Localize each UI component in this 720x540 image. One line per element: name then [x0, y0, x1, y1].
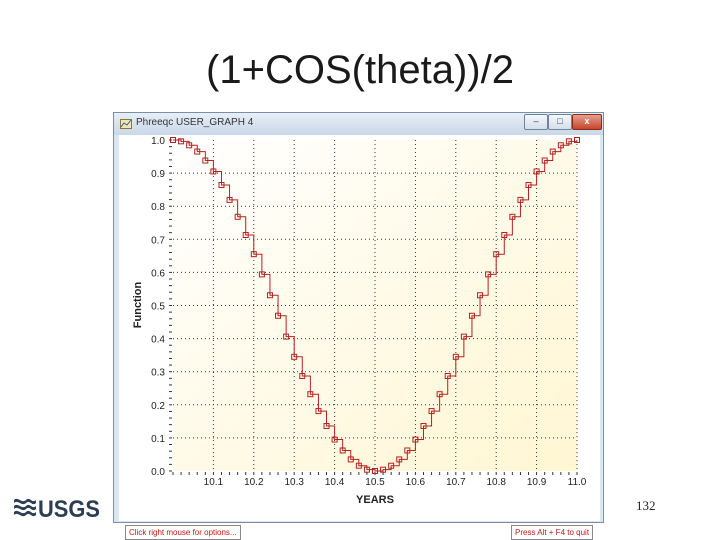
data-point-marker — [428, 408, 435, 415]
x-tick-label: 10.8 — [486, 477, 506, 488]
data-point-marker — [363, 466, 370, 473]
data-point-marker — [355, 462, 362, 469]
data-point-marker — [412, 436, 419, 443]
data-point-marker — [477, 292, 484, 299]
maximize-button[interactable]: □ — [548, 114, 572, 130]
function-chart: 10.1 10.2 10.3 10.4 10.5 10.6 10.7 10.8 10.9 11.0… — [132, 136, 587, 506]
data-point-marker — [525, 182, 532, 189]
data-point-marker — [517, 196, 524, 203]
data-point-marker — [485, 271, 492, 278]
data-point-marker — [234, 213, 241, 220]
data-point-marker — [541, 157, 548, 164]
data-point-marker — [509, 213, 516, 220]
x-tick-label: 10.7 — [446, 477, 466, 488]
data-point-marker — [549, 148, 556, 155]
x-tick-label: 11.0 — [568, 477, 587, 488]
svg-text:USGS: USGS — [38, 496, 100, 522]
y-tick-label: 0.0 — [151, 467, 165, 478]
status-right-click-hint: Click right mouse for options... — [125, 525, 241, 540]
data-point-marker — [202, 157, 209, 164]
data-point-marker — [420, 422, 427, 429]
data-point-marker — [380, 466, 387, 473]
data-point-marker — [436, 391, 443, 398]
y-tick-label: 0.3 — [151, 368, 165, 379]
y-tick-label: 0.2 — [151, 401, 165, 412]
data-point-marker — [388, 462, 395, 469]
data-point-marker — [323, 422, 330, 429]
data-point-marker — [565, 138, 572, 145]
y-tick-label: 0.9 — [151, 169, 165, 180]
maximize-icon: □ — [557, 116, 563, 126]
y-tick-label: 0.4 — [151, 335, 165, 346]
minimize-icon: – — [533, 116, 539, 126]
data-point-marker — [258, 271, 265, 278]
data-point-marker — [347, 456, 354, 463]
data-point-marker — [307, 391, 314, 398]
y-axis-label: Function — [132, 282, 144, 329]
data-point-marker — [266, 292, 273, 299]
data-point-marker — [372, 468, 378, 474]
data-point-marker — [452, 353, 459, 360]
data-point-marker — [396, 456, 403, 463]
data-point-marker — [460, 333, 467, 340]
y-tick-label: 0.5 — [151, 302, 165, 313]
plot-area[interactable]: 10.1 10.2 10.3 10.4 10.5 10.6 10.7 10.8 10.9 11.0… — [119, 135, 600, 540]
x-tick-label: 10.4 — [325, 477, 345, 488]
app-icon — [120, 119, 132, 129]
y-tick-label: 0.6 — [151, 268, 165, 279]
data-point-marker — [194, 148, 201, 155]
x-tick-label: 10.1 — [204, 477, 224, 488]
data-point-marker — [178, 138, 185, 145]
data-point-marker — [275, 312, 282, 319]
x-tick-label: 10.5 — [365, 477, 385, 488]
data-point-marker — [283, 333, 290, 340]
series-line — [173, 139, 578, 472]
data-point-marker — [331, 436, 338, 443]
data-point-marker — [170, 137, 176, 143]
data-point-marker — [501, 231, 508, 238]
data-point-marker — [299, 373, 306, 380]
y-tick-label: 0.8 — [151, 202, 165, 213]
status-quit-hint: Press Alt + F4 to quit — [511, 525, 594, 540]
data-point-marker — [315, 408, 322, 415]
data-point-marker — [404, 447, 411, 454]
data-point-marker — [557, 142, 564, 149]
window-title: Phreeqc USER_GRAPH 4 — [136, 117, 254, 128]
window-titlebar[interactable]: Phreeqc USER_GRAPH 4 – □ x — [114, 113, 603, 135]
y-tick-label: 0.1 — [151, 434, 165, 445]
y-tick-label: 1.0 — [151, 136, 165, 147]
x-tick-label: 10.3 — [284, 477, 304, 488]
data-point-marker — [533, 168, 540, 175]
data-point-marker — [210, 168, 217, 175]
x-tick-label: 10.6 — [406, 477, 426, 488]
data-point-marker — [186, 142, 193, 149]
data-point-marker — [242, 231, 249, 238]
y-tick-label: 0.7 — [151, 235, 165, 246]
data-point-marker — [574, 137, 580, 143]
data-point-marker — [291, 353, 298, 360]
data-point-marker — [218, 182, 225, 189]
x-tick-label: 10.9 — [527, 477, 547, 488]
close-icon: x — [584, 116, 590, 126]
slide-title: (1+COS(theta))/2 — [206, 48, 514, 92]
data-point-marker — [493, 251, 500, 258]
page-number: 132 — [636, 498, 656, 513]
data-point-marker — [250, 251, 257, 258]
data-point-marker — [226, 196, 233, 203]
usgs-logo: USGS — [14, 496, 100, 522]
x-tick-label: 10.2 — [244, 477, 264, 488]
data-point-marker — [444, 373, 451, 380]
data-point-marker — [339, 447, 346, 454]
data-point-marker — [468, 312, 475, 319]
minimize-button[interactable]: – — [524, 114, 548, 130]
close-button[interactable]: x — [572, 114, 602, 130]
x-axis-label: YEARS — [356, 494, 394, 506]
graph-window[interactable]: Phreeqc USER_GRAPH 4 – □ x 10.1 10.2 10.3 1… — [113, 112, 604, 540]
